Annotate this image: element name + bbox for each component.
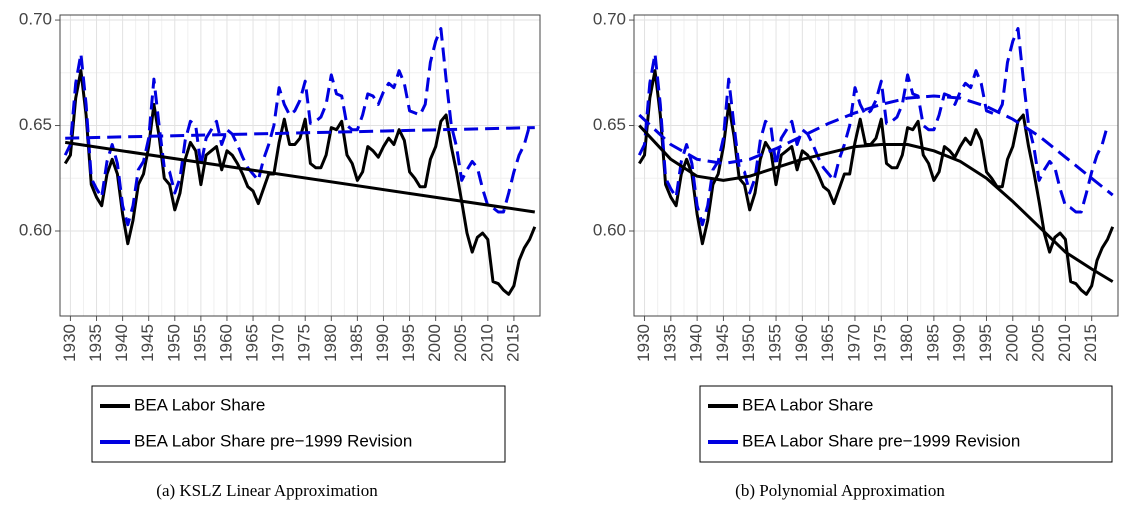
x-tick-label: 2000 [425, 324, 444, 362]
x-tick-label: 1980 [897, 324, 916, 362]
x-tick-label: 1995 [399, 324, 418, 362]
plot-border [59, 14, 541, 317]
trend-line [638, 124, 1114, 283]
x-tick-label: 1930 [634, 324, 653, 362]
x-tick-label: 1995 [976, 324, 995, 362]
x-tick-label: 1935 [86, 324, 105, 362]
x-tick-label: 1985 [923, 324, 942, 362]
x-tick-label: 1940 [687, 324, 706, 362]
y-tick-label: 0.65 [19, 115, 52, 134]
x-tick-label: 1990 [373, 324, 392, 362]
trend-line [65, 126, 535, 140]
x-tick-label: 1955 [190, 324, 209, 362]
x-tick-label: 1935 [660, 324, 679, 362]
y-tick-label: 0.70 [593, 10, 626, 29]
x-tick-label: 1960 [792, 324, 811, 362]
x-tick-label: 2000 [1002, 324, 1021, 362]
x-tick-label: 1950 [739, 324, 758, 362]
x-tick-label: 2015 [503, 324, 522, 362]
x-tick-label: 1965 [818, 324, 837, 362]
legend-label: BEA Labor Share [134, 395, 265, 414]
y-tick-label: 0.65 [593, 115, 626, 134]
x-tick-label: 1980 [321, 324, 340, 362]
x-tick-label: 2005 [451, 324, 470, 362]
x-tick-label: 1945 [713, 324, 732, 362]
x-tick-label: 1945 [138, 324, 157, 362]
x-tick-label: 1985 [347, 324, 366, 362]
data-line [63, 69, 537, 296]
plot-border [633, 14, 1119, 317]
y-tick-label: 0.70 [19, 10, 52, 29]
x-tick-label: 1940 [112, 324, 131, 362]
x-tick-label: 1930 [60, 324, 79, 362]
x-tick-label: 1970 [844, 324, 863, 362]
data-line [638, 69, 1115, 296]
x-tick-label: 2010 [1055, 324, 1074, 362]
trend-line [64, 140, 536, 214]
x-tick-label: 1975 [871, 324, 890, 362]
x-tick-label: 1970 [269, 324, 288, 362]
x-tick-label: 2015 [1081, 324, 1100, 362]
x-tick-label: 1960 [216, 324, 235, 362]
x-tick-label: 1955 [766, 324, 785, 362]
legend-label: BEA Labor Share [742, 395, 873, 414]
x-tick-label: 1965 [243, 324, 262, 362]
data-line [63, 27, 532, 227]
legend-label: BEA Labor Share pre−1999 Revision [134, 431, 412, 450]
legend-label: BEA Labor Share pre−1999 Revision [742, 431, 1020, 450]
x-tick-label: 1950 [164, 324, 183, 362]
y-tick-label: 0.60 [593, 220, 626, 239]
caption: (a) KSLZ Linear Approximation [156, 481, 378, 500]
x-tick-label: 1975 [295, 324, 314, 362]
y-tick-label: 0.60 [19, 220, 52, 239]
x-tick-label: 1990 [950, 324, 969, 362]
x-tick-label: 2010 [477, 324, 496, 362]
legend-box [91, 385, 506, 463]
legend-box [699, 385, 1113, 463]
x-tick-label: 2005 [1029, 324, 1048, 362]
caption: (b) Polynomial Approximation [735, 481, 945, 500]
